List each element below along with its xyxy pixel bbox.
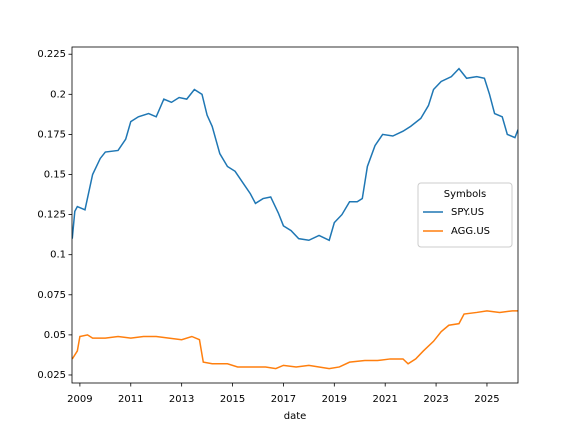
legend-title: Symbols [444,189,486,200]
x-axis-label: date [284,411,307,422]
x-tick-label: 2013 [169,394,194,405]
x-tick-label: 2019 [322,394,347,405]
y-tick-label: 0.175 [37,129,66,140]
x-tick-label: 2021 [372,394,397,405]
y-tick-label: 0.025 [37,370,66,381]
x-tick-label: 2023 [423,394,448,405]
y-tick-label: 0.125 [37,210,66,221]
y-tick-label: 0.2 [50,89,66,100]
plot-frame [71,46,519,384]
x-tick-label: 2015 [220,394,245,405]
legend-label: SPY.US [451,207,484,218]
x-tick-label: 2025 [474,394,499,405]
series-line [72,310,518,370]
y-tick-label: 0.075 [37,290,66,301]
y-tick-label: 0.1 [50,250,66,261]
x-tick-label: 2011 [118,394,143,405]
y-tick-label: 0.225 [37,49,66,60]
x-tick-label: 2009 [67,394,92,405]
x-tick-label: 2017 [271,394,296,405]
legend-label: AGG.US [451,226,490,237]
y-tick-label: 0.15 [44,170,66,181]
y-tick-label: 0.05 [44,330,66,341]
series-line [72,67,518,242]
